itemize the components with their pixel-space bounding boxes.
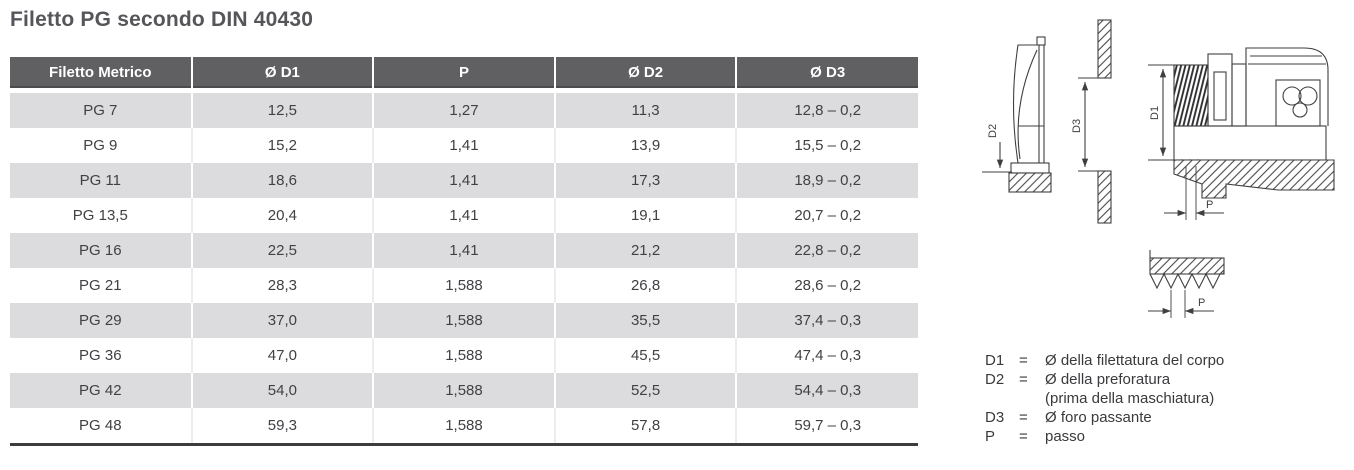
table-cell: 20,7 – 0,2 bbox=[735, 198, 918, 233]
table-cell: PG 16 bbox=[10, 233, 192, 268]
table-cell: 12,8 – 0,2 bbox=[735, 90, 918, 128]
table-cell: 17,3 bbox=[553, 163, 737, 198]
dimension-label-p: P bbox=[1206, 199, 1213, 211]
legend-item-d1: D1 = Ø della filettatura del corpo bbox=[985, 351, 1350, 370]
table-cell: PG 7 bbox=[10, 90, 192, 128]
panel-section-view bbox=[1078, 19, 1112, 224]
table-cell: PG 48 bbox=[10, 408, 192, 446]
header-row: Filetto Metrico Ø D1 P Ø D2 Ø D3 bbox=[10, 57, 918, 93]
table-cell: 1,588 bbox=[372, 303, 555, 338]
column-header-d1: Ø D1 bbox=[190, 57, 374, 93]
table-cell: 15,2 bbox=[190, 128, 374, 163]
column-header-filetto-metrico: Filetto Metrico bbox=[10, 57, 192, 93]
table-row: PG 48 59,3 1,588 57,8 59,7 – 0,3 bbox=[10, 408, 918, 446]
table-cell: PG 13,5 bbox=[10, 198, 192, 233]
thread-table-header: Filetto Metrico Ø D1 P Ø D2 Ø D3 bbox=[10, 57, 918, 93]
table-cell: PG 42 bbox=[10, 373, 192, 408]
thread-table-body: PG 7 12,5 1,27 11,3 12,8 – 0,2 PG 9 15,2 1,41 13… bbox=[10, 90, 918, 446]
table-cell: PG 21 bbox=[10, 268, 192, 303]
table-cell: 35,5 bbox=[553, 303, 737, 338]
legend-equals: = bbox=[1019, 428, 1028, 445]
table-cell: 12,5 bbox=[190, 90, 374, 128]
table-cell: 1,41 bbox=[372, 233, 555, 268]
table-row: PG 11 18,6 1,41 17,3 18,9 – 0,2 bbox=[10, 163, 918, 198]
detail-dimension-label-p: P bbox=[1198, 297, 1205, 309]
table-cell: 37,0 bbox=[190, 303, 374, 338]
table-cell: 28,3 bbox=[190, 268, 374, 303]
table-cell: 19,1 bbox=[553, 198, 737, 233]
table-cell: 22,5 bbox=[190, 233, 374, 268]
table-cell: 15,5 – 0,2 bbox=[735, 128, 918, 163]
table-cell: 1,588 bbox=[372, 408, 555, 446]
table-cell: 54,0 bbox=[190, 373, 374, 408]
table-row: PG 13,5 20,4 1,41 19,1 20,7 – 0,2 bbox=[10, 198, 918, 233]
table-cell: 59,3 bbox=[190, 408, 374, 446]
table-cell: 47,4 – 0,3 bbox=[735, 338, 918, 373]
legend-description: Ø della filettatura del corpo bbox=[1045, 352, 1225, 369]
table-cell: 18,9 – 0,2 bbox=[735, 163, 918, 198]
table-cell: PG 9 bbox=[10, 128, 192, 163]
page-title: Filetto PG secondo DIN 40430 bbox=[10, 8, 314, 31]
legend-item-d3: D3 = Ø foro passante bbox=[985, 408, 1350, 427]
table-cell: 52,5 bbox=[553, 373, 737, 408]
dimension-label-d2: D2 bbox=[987, 124, 999, 138]
table-cell: 1,41 bbox=[372, 128, 555, 163]
column-header-d3: Ø D3 bbox=[735, 57, 918, 93]
legend-item-d2: D2 = Ø della preforatura (prima della ma… bbox=[985, 370, 1350, 408]
table-cell: 13,9 bbox=[553, 128, 737, 163]
column-header-p: P bbox=[372, 57, 555, 93]
table-cell: 20,4 bbox=[190, 198, 374, 233]
technical-drawing: D2 D3 bbox=[982, 19, 1335, 318]
table-row: PG 21 28,3 1,588 26,8 28,6 – 0,2 bbox=[10, 268, 918, 303]
table-row: PG 29 37,0 1,588 35,5 37,4 – 0,3 bbox=[10, 303, 918, 338]
table-cell: 1,588 bbox=[372, 338, 555, 373]
table-cell: 26,8 bbox=[553, 268, 737, 303]
table-cell: 1,41 bbox=[372, 163, 555, 198]
thread-pitch-detail bbox=[1148, 250, 1225, 318]
legend-description: Ø foro passante bbox=[1045, 409, 1152, 426]
legend-equals: = bbox=[1019, 371, 1028, 388]
cable-gland-section-view bbox=[1148, 47, 1335, 220]
table-cell: 1,588 bbox=[372, 268, 555, 303]
table-cell: PG 29 bbox=[10, 303, 192, 338]
legend-symbol: D2 bbox=[985, 371, 1005, 388]
table-row: PG 42 54,0 1,588 52,5 54,4 – 0,3 bbox=[10, 373, 918, 408]
thread-table-container: Filetto Metrico Ø D1 P Ø D2 Ø D3 PG 7 12,… bbox=[10, 57, 918, 446]
table-cell: 54,4 – 0,3 bbox=[735, 373, 918, 408]
table-cell: 45,5 bbox=[553, 338, 737, 373]
table-row: PG 16 22,5 1,41 21,2 22,8 – 0,2 bbox=[10, 233, 918, 268]
table-cell: 1,588 bbox=[372, 373, 555, 408]
table-cell: 28,6 – 0,2 bbox=[735, 268, 918, 303]
dimension-label-d1: D1 bbox=[1149, 106, 1161, 120]
table-cell: 37,4 – 0,3 bbox=[735, 303, 918, 338]
table-cell: 59,7 – 0,3 bbox=[735, 408, 918, 446]
table-cell: 1,27 bbox=[372, 90, 555, 128]
legend-symbol: P bbox=[985, 428, 996, 445]
column-header-d2: Ø D2 bbox=[553, 57, 737, 93]
locknut-side-view bbox=[982, 36, 1052, 193]
thread-table: Filetto Metrico Ø D1 P Ø D2 Ø D3 PG 7 12,… bbox=[10, 57, 918, 446]
legend-item-p: P = passo bbox=[985, 427, 1350, 446]
table-cell: PG 36 bbox=[10, 338, 192, 373]
table-cell: 47,0 bbox=[190, 338, 374, 373]
legend-symbol: D3 bbox=[985, 409, 1005, 426]
legend: D1 = Ø della filettatura del corpo D2 = … bbox=[985, 351, 1350, 446]
legend-symbol: D1 bbox=[985, 352, 1005, 369]
table-row: PG 7 12,5 1,27 11,3 12,8 – 0,2 bbox=[10, 90, 918, 128]
table-cell: 21,2 bbox=[553, 233, 737, 268]
table-cell: 18,6 bbox=[190, 163, 374, 198]
table-cell: 11,3 bbox=[553, 90, 737, 128]
legend-equals: = bbox=[1019, 352, 1028, 369]
legend-description: Ø della preforatura (prima della maschia… bbox=[1045, 371, 1215, 407]
table-cell: PG 11 bbox=[10, 163, 192, 198]
dimension-label-d3: D3 bbox=[1071, 119, 1083, 133]
legend-equals: = bbox=[1019, 409, 1028, 426]
table-cell: 1,41 bbox=[372, 198, 555, 233]
table-cell: 22,8 – 0,2 bbox=[735, 233, 918, 268]
table-row: PG 36 47,0 1,588 45,5 47,4 – 0,3 bbox=[10, 338, 918, 373]
legend-description: passo bbox=[1045, 428, 1086, 445]
table-row: PG 9 15,2 1,41 13,9 15,5 – 0,2 bbox=[10, 128, 918, 163]
table-cell: 57,8 bbox=[553, 408, 737, 446]
